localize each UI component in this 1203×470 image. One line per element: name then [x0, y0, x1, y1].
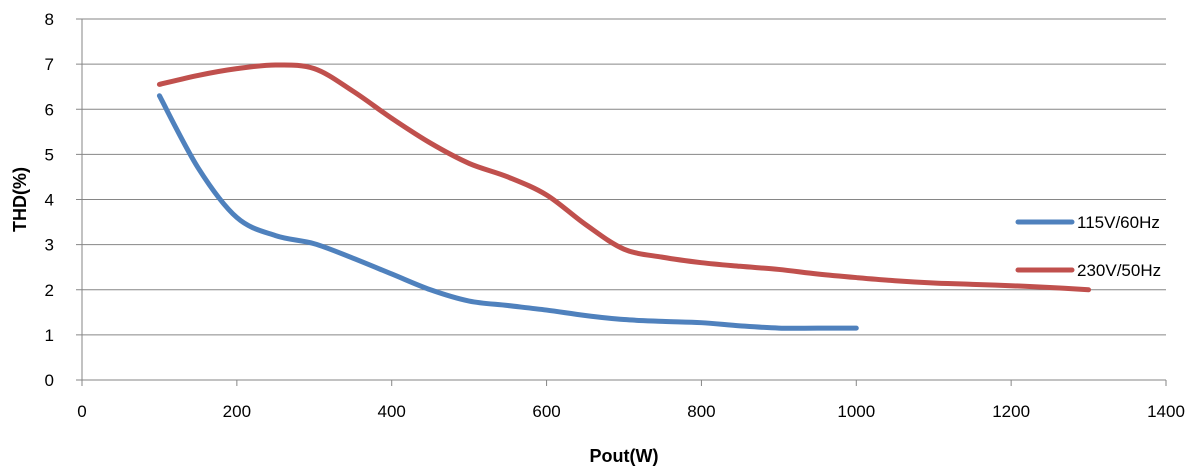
x-tick-label: 600 — [532, 402, 560, 421]
x-tick-label: 1000 — [837, 402, 875, 421]
x-tick-label: 200 — [223, 402, 251, 421]
x-tick-label: 0 — [77, 402, 86, 421]
y-tick-label: 0 — [45, 371, 54, 390]
y-tick-label: 2 — [45, 281, 54, 300]
tick-labels: 0 1 2 3 4 5 6 7 8 0 200 400 600 800 1000 1200 1400 — [45, 10, 1185, 421]
x-tick-label: 800 — [687, 402, 715, 421]
y-tick-label: 1 — [45, 326, 54, 345]
y-tick-label: 8 — [45, 10, 54, 29]
series-line-2 — [156, 62, 1092, 293]
x-tick-label: 1200 — [992, 402, 1030, 421]
plot-area — [156, 62, 1092, 331]
x-tick-label: 400 — [378, 402, 406, 421]
legend: 115V/60Hz 230V/50Hz — [1015, 213, 1161, 280]
y-tick-label: 5 — [45, 145, 54, 164]
axes — [76, 18, 1167, 386]
series-line-1 — [156, 93, 859, 331]
x-tick-label: 1400 — [1147, 402, 1185, 421]
x-axis-title: Pout(W) — [590, 446, 659, 466]
y-tick-label: 6 — [45, 100, 54, 119]
legend-label-2: 230V/50Hz — [1077, 261, 1161, 280]
y-axis-title: THD(%) — [10, 167, 30, 232]
y-tick-label: 4 — [45, 191, 54, 210]
y-tick-label: 7 — [45, 55, 54, 74]
y-tick-label: 3 — [45, 236, 54, 255]
legend-label-1: 115V/60Hz — [1077, 213, 1160, 232]
